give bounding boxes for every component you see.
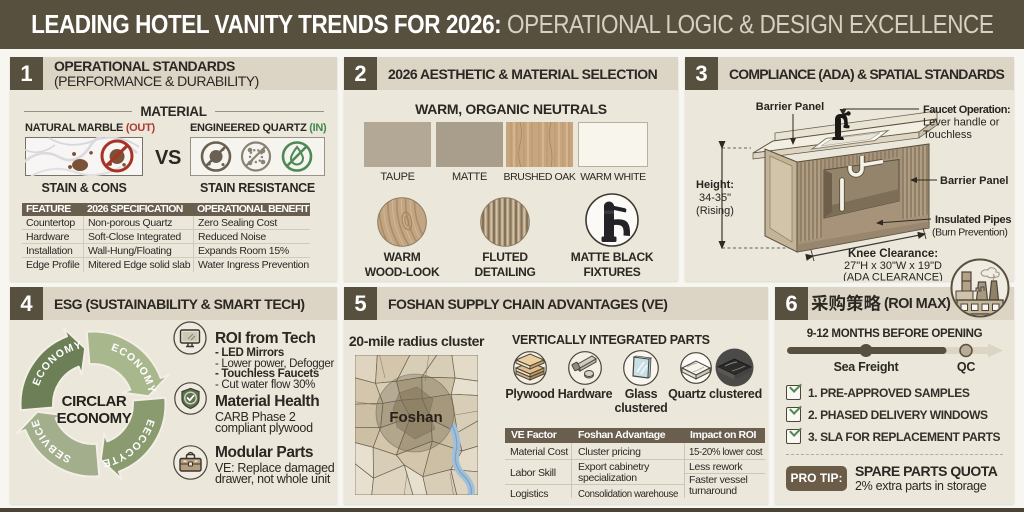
svg-text:ECONOMY: ECONOMY xyxy=(57,410,132,427)
svg-text:Foshan: Foshan xyxy=(389,409,442,426)
svg-text:Lever handle or: Lever handle or xyxy=(923,117,1000,129)
svg-text:Faucet Operation:: Faucet Operation: xyxy=(923,104,1010,116)
svg-text:(ADA CLEARANCE): (ADA CLEARANCE) xyxy=(843,272,943,282)
svg-text:(Burn Prevention): (Burn Prevention) xyxy=(932,227,1008,239)
svg-text:(Rising): (Rising) xyxy=(696,205,734,217)
svg-text:Insulated Pipes: Insulated Pipes xyxy=(935,214,1011,226)
svg-text:Barrier Panel: Barrier Panel xyxy=(756,101,824,113)
svg-text:Height:: Height: xyxy=(696,179,734,191)
svg-text:Touchless: Touchless xyxy=(923,129,972,141)
svg-text:Barrier Panel: Barrier Panel xyxy=(940,175,1008,187)
svg-text:Knee Clearance:: Knee Clearance: xyxy=(848,248,938,260)
svg-text:27"H x 30"W x 19"D: 27"H x 30"W x 19"D xyxy=(844,260,942,272)
svg-text:34-35": 34-35" xyxy=(699,192,731,204)
svg-text:CIRCLAR: CIRCLAR xyxy=(62,393,127,410)
